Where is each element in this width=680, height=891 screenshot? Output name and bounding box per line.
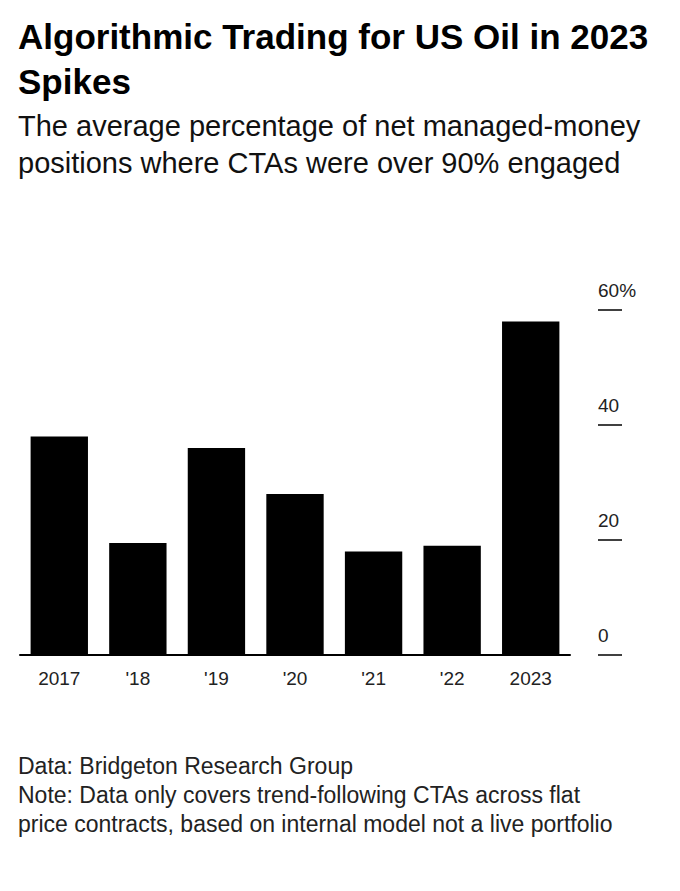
svg-text:2023: 2023 <box>510 668 552 689</box>
html-text:The average percentage of net: The average percentage of net managed-mo… <box>18 110 641 179</box>
svg-text:'21: '21 <box>361 668 386 689</box>
svg-text:2017: 2017 <box>38 668 80 689</box>
svg-text:0: 0 <box>598 625 609 646</box>
svg-text:'19: '19 <box>204 668 229 689</box>
html-text:Algorithmic Trading for US Oil: Algorithmic Trading for US Oil in 2023 S… <box>18 17 649 101</box>
html-text:Data: Bridgeton Research Group: Data: Bridgeton Research Group <box>18 753 353 779</box>
svg-text:60%: 60% <box>598 280 636 301</box>
html-text:Note: Data only covers trend-f: Note: Data only covers trend-following C… <box>18 782 613 837</box>
svg-text:'22: '22 <box>440 668 465 689</box>
svg-text:40: 40 <box>598 395 619 416</box>
svg-text:20: 20 <box>598 510 619 531</box>
svg-text:'20: '20 <box>283 668 308 689</box>
svg-text:'18: '18 <box>125 668 150 689</box>
